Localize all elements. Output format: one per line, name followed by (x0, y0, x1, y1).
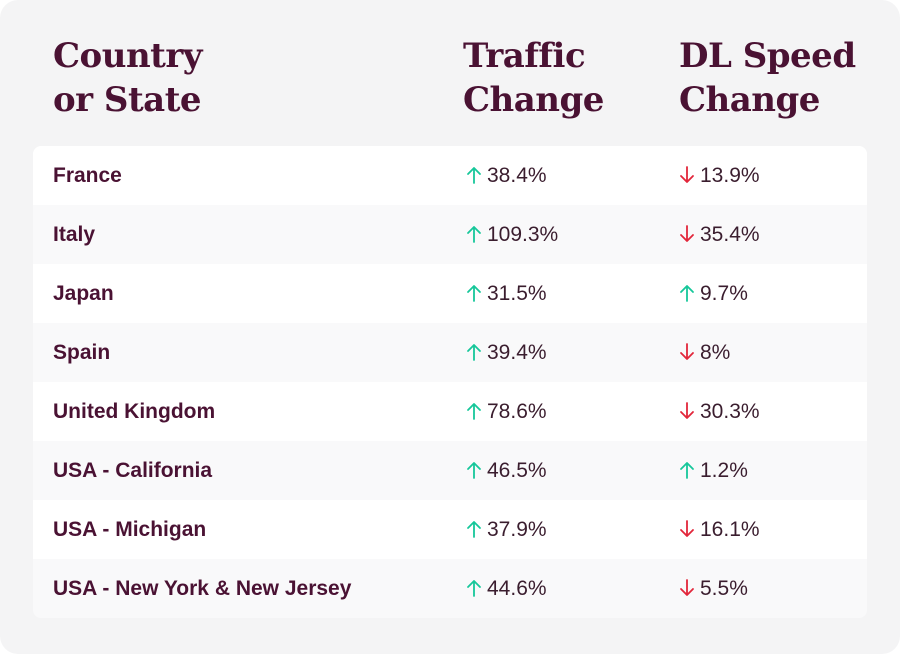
header-country-line1: Country (53, 36, 203, 76)
country-cell: United Kingdom (53, 400, 216, 423)
table-row: United Kingdom 78.6% 30.3% (33, 382, 867, 441)
country-cell: USA - Michigan (53, 518, 207, 541)
dl-speed-change-cell: 9.7% (679, 264, 748, 323)
arrow-up-icon (679, 461, 695, 479)
dl-speed-change-cell: 35.4% (679, 205, 760, 264)
arrow-up-icon (466, 579, 482, 597)
table-header: Country or State Traffic Change DL Speed… (0, 34, 900, 124)
arrow-up-icon (466, 284, 482, 302)
dl-speed-change-value: 8% (700, 341, 731, 364)
traffic-change-value: 78.6% (487, 400, 547, 423)
dl-speed-change-cell: 16.1% (679, 500, 760, 559)
country-cell: USA - California (53, 459, 213, 482)
country-cell: Japan (53, 282, 114, 305)
dl-speed-change-value: 9.7% (700, 282, 748, 305)
header-dl-speed-change: DL Speed Change (679, 34, 856, 122)
header-country-or-state: Country or State (53, 34, 203, 122)
traffic-change-value: 31.5% (487, 282, 547, 305)
traffic-change-value: 38.4% (487, 164, 547, 187)
traffic-change-cell: 109.3% (466, 205, 558, 264)
header-traffic-line2: Change (463, 80, 604, 120)
table-row: USA - New York & New Jersey 44.6% 5.5% (33, 559, 867, 618)
header-country-line2: or State (53, 80, 202, 120)
header-speed-line2: Change (679, 80, 820, 120)
traffic-change-cell: 78.6% (466, 382, 547, 441)
dl-speed-change-value: 5.5% (700, 577, 748, 600)
arrow-down-icon (679, 343, 695, 361)
table-row: Italy 109.3% 35.4% (33, 205, 867, 264)
traffic-change-value: 39.4% (487, 341, 547, 364)
arrow-down-icon (679, 579, 695, 597)
country-cell: USA - New York & New Jersey (53, 577, 352, 600)
dl-speed-change-value: 1.2% (700, 459, 748, 482)
header-traffic-change: Traffic Change (463, 34, 604, 122)
traffic-change-value: 46.5% (487, 459, 547, 482)
arrow-down-icon (679, 520, 695, 538)
traffic-change-value: 44.6% (487, 577, 547, 600)
country-cell: Spain (53, 341, 111, 364)
country-cell: Italy (53, 223, 96, 246)
traffic-change-cell: 46.5% (466, 441, 547, 500)
table-body: France 38.4% 13.9% Italy 109.3% 35.4% Japan 31.… (33, 146, 867, 618)
arrow-up-icon (466, 402, 482, 420)
traffic-change-cell: 44.6% (466, 559, 547, 618)
arrow-up-icon (466, 520, 482, 538)
arrow-up-icon (679, 284, 695, 302)
dl-speed-change-value: 30.3% (700, 400, 760, 423)
dl-speed-change-value: 13.9% (700, 164, 760, 187)
header-speed-line1: DL Speed (679, 36, 856, 76)
arrow-down-icon (679, 225, 695, 243)
dl-speed-change-cell: 1.2% (679, 441, 748, 500)
dl-speed-change-cell: 8% (679, 323, 730, 382)
dl-speed-change-cell: 13.9% (679, 146, 760, 205)
arrow-up-icon (466, 166, 482, 184)
table-row: USA - Michigan 37.9% 16.1% (33, 500, 867, 559)
dl-speed-change-value: 35.4% (700, 223, 760, 246)
dl-speed-change-value: 16.1% (700, 518, 760, 541)
country-cell: France (53, 164, 122, 187)
traffic-change-cell: 39.4% (466, 323, 547, 382)
arrow-up-icon (466, 461, 482, 479)
header-traffic-line1: Traffic (463, 36, 586, 76)
table-row: Japan 31.5% 9.7% (33, 264, 867, 323)
traffic-change-cell: 37.9% (466, 500, 547, 559)
table-row: USA - California 46.5% 1.2% (33, 441, 867, 500)
dl-speed-change-cell: 30.3% (679, 382, 760, 441)
traffic-change-value: 37.9% (487, 518, 547, 541)
table-row: Spain 39.4% 8% (33, 323, 867, 382)
arrow-up-icon (466, 225, 482, 243)
table-row: France 38.4% 13.9% (33, 146, 867, 205)
dl-speed-change-cell: 5.5% (679, 559, 748, 618)
arrow-down-icon (679, 166, 695, 184)
traffic-change-cell: 38.4% (466, 146, 547, 205)
arrow-up-icon (466, 343, 482, 361)
arrow-down-icon (679, 402, 695, 420)
traffic-change-value: 109.3% (487, 223, 559, 246)
traffic-change-cell: 31.5% (466, 264, 547, 323)
